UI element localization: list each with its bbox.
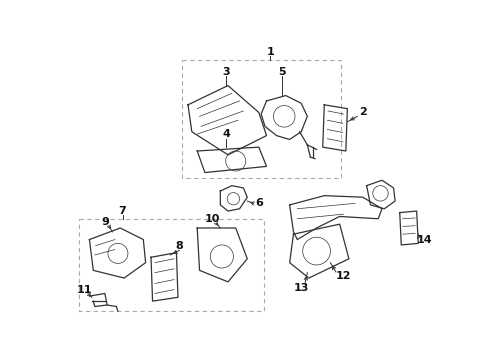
Text: 14: 14 [416,235,432,244]
Text: 6: 6 [255,198,263,208]
Text: 11: 11 [76,285,92,294]
Text: 9: 9 [101,217,109,227]
Text: 12: 12 [336,271,351,281]
Text: 10: 10 [205,214,220,224]
Text: 3: 3 [222,67,230,77]
Text: 13: 13 [294,283,309,293]
Bar [79,219,264,311]
Text: 5: 5 [278,67,286,77]
Bar [182,60,341,178]
Text: 2: 2 [359,108,367,117]
Text: 4: 4 [222,129,230,139]
Text: 7: 7 [119,206,126,216]
Text: 1: 1 [267,48,274,58]
Text: 8: 8 [175,241,183,251]
